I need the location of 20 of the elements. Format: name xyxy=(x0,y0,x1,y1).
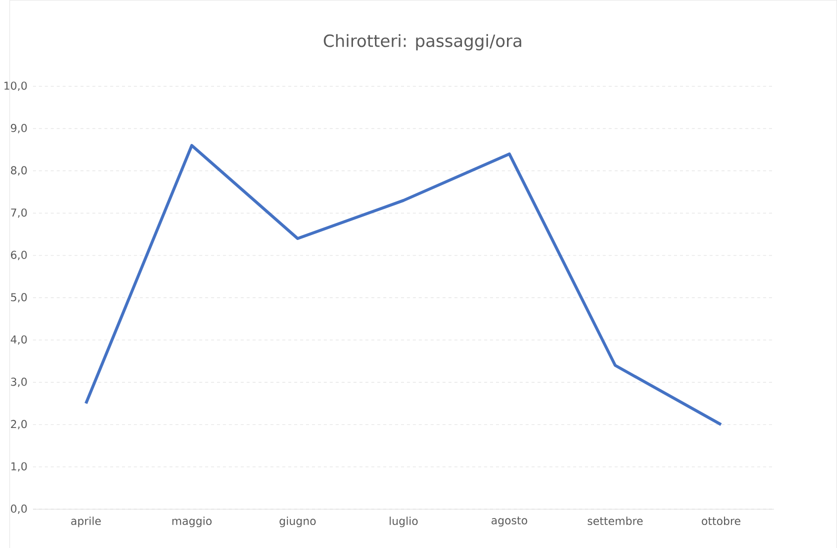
y-tick-label: 7,0 xyxy=(11,208,27,218)
x-tick-label: aprile xyxy=(71,516,101,527)
x-tick-label: luglio xyxy=(390,516,418,527)
y-tick-label: 6,0 xyxy=(10,250,27,260)
y-tick-label: 0,0 xyxy=(10,504,27,514)
x-tick-label: agosto xyxy=(492,516,528,526)
x-tick-label: ottobre xyxy=(702,516,740,525)
y-tick-label: 4,0 xyxy=(10,335,27,344)
y-tick-label: 5,0 xyxy=(11,292,27,302)
chart-title: Chirotteri: passaggi/ora xyxy=(324,34,522,50)
x-tick-label: settembre xyxy=(588,516,643,525)
x-tick-label: maggio xyxy=(172,516,212,527)
y-tick-label: 10,0 xyxy=(4,81,27,91)
y-tick-label: 9,0 xyxy=(10,124,27,133)
line-series xyxy=(84,144,723,426)
y-tick-label: 1,0 xyxy=(11,462,27,472)
y-tick-label: 8,0 xyxy=(10,166,27,176)
y-tick-label: 2,0 xyxy=(11,420,27,430)
x-tick-label: giugno xyxy=(280,516,316,527)
y-tick-label: 3,0 xyxy=(11,377,27,387)
